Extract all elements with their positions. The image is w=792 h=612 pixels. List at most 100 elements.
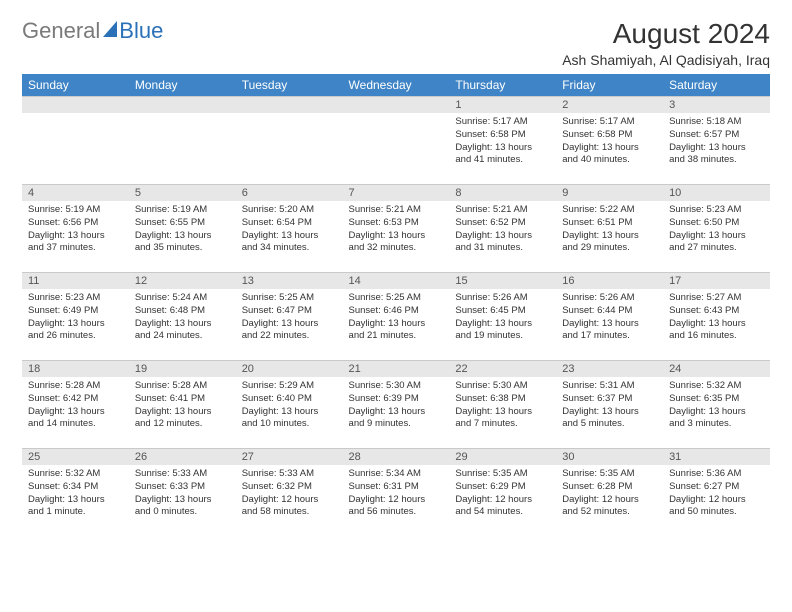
weekday-header: Monday — [129, 74, 236, 96]
calendar-cell: 24Sunrise: 5:32 AMSunset: 6:35 PMDayligh… — [663, 360, 770, 448]
calendar-week: 4Sunrise: 5:19 AMSunset: 6:56 PMDaylight… — [22, 184, 770, 272]
calendar-cell: 25Sunrise: 5:32 AMSunset: 6:34 PMDayligh… — [22, 448, 129, 536]
day-details: Sunrise: 5:30 AMSunset: 6:39 PMDaylight:… — [343, 377, 450, 435]
calendar-cell: 8Sunrise: 5:21 AMSunset: 6:52 PMDaylight… — [449, 184, 556, 272]
day-number: 1 — [449, 96, 556, 113]
day-number: 9 — [556, 184, 663, 201]
day-number: 12 — [129, 272, 236, 289]
calendar-cell: 4Sunrise: 5:19 AMSunset: 6:56 PMDaylight… — [22, 184, 129, 272]
calendar-cell: 11Sunrise: 5:23 AMSunset: 6:49 PMDayligh… — [22, 272, 129, 360]
day-number: 25 — [22, 448, 129, 465]
day-number: 20 — [236, 360, 343, 377]
logo: General Blue — [22, 18, 163, 44]
day-number: 22 — [449, 360, 556, 377]
day-details: Sunrise: 5:26 AMSunset: 6:44 PMDaylight:… — [556, 289, 663, 347]
calendar-cell: 28Sunrise: 5:34 AMSunset: 6:31 PMDayligh… — [343, 448, 450, 536]
calendar-cell: 2Sunrise: 5:17 AMSunset: 6:58 PMDaylight… — [556, 96, 663, 184]
month-title: August 2024 — [562, 18, 770, 50]
day-details: Sunrise: 5:31 AMSunset: 6:37 PMDaylight:… — [556, 377, 663, 435]
day-number: 19 — [129, 360, 236, 377]
day-details: Sunrise: 5:32 AMSunset: 6:34 PMDaylight:… — [22, 465, 129, 523]
calendar-cell: 23Sunrise: 5:31 AMSunset: 6:37 PMDayligh… — [556, 360, 663, 448]
day-details: Sunrise: 5:36 AMSunset: 6:27 PMDaylight:… — [663, 465, 770, 523]
calendar-cell: 21Sunrise: 5:30 AMSunset: 6:39 PMDayligh… — [343, 360, 450, 448]
day-details: Sunrise: 5:17 AMSunset: 6:58 PMDaylight:… — [449, 113, 556, 171]
day-number: 23 — [556, 360, 663, 377]
calendar-cell: 19Sunrise: 5:28 AMSunset: 6:41 PMDayligh… — [129, 360, 236, 448]
day-number: 16 — [556, 272, 663, 289]
day-details: Sunrise: 5:30 AMSunset: 6:38 PMDaylight:… — [449, 377, 556, 435]
calendar-cell: 27Sunrise: 5:33 AMSunset: 6:32 PMDayligh… — [236, 448, 343, 536]
day-number: 11 — [22, 272, 129, 289]
day-number: 2 — [556, 96, 663, 113]
day-number: 14 — [343, 272, 450, 289]
day-number: 17 — [663, 272, 770, 289]
logo-sail-icon — [103, 21, 117, 37]
day-details: Sunrise: 5:35 AMSunset: 6:29 PMDaylight:… — [449, 465, 556, 523]
day-details: Sunrise: 5:34 AMSunset: 6:31 PMDaylight:… — [343, 465, 450, 523]
day-number: 26 — [129, 448, 236, 465]
day-details: Sunrise: 5:28 AMSunset: 6:42 PMDaylight:… — [22, 377, 129, 435]
day-number: 13 — [236, 272, 343, 289]
location: Ash Shamiyah, Al Qadisiyah, Iraq — [562, 52, 770, 68]
day-number: 30 — [556, 448, 663, 465]
calendar-cell: 9Sunrise: 5:22 AMSunset: 6:51 PMDaylight… — [556, 184, 663, 272]
day-details: Sunrise: 5:26 AMSunset: 6:45 PMDaylight:… — [449, 289, 556, 347]
calendar-cell: 30Sunrise: 5:35 AMSunset: 6:28 PMDayligh… — [556, 448, 663, 536]
day-details: Sunrise: 5:28 AMSunset: 6:41 PMDaylight:… — [129, 377, 236, 435]
calendar-cell: 16Sunrise: 5:26 AMSunset: 6:44 PMDayligh… — [556, 272, 663, 360]
calendar-body: 1Sunrise: 5:17 AMSunset: 6:58 PMDaylight… — [22, 96, 770, 536]
day-number: 6 — [236, 184, 343, 201]
calendar-cell: 10Sunrise: 5:23 AMSunset: 6:50 PMDayligh… — [663, 184, 770, 272]
day-number: 18 — [22, 360, 129, 377]
day-details: Sunrise: 5:24 AMSunset: 6:48 PMDaylight:… — [129, 289, 236, 347]
day-details: Sunrise: 5:17 AMSunset: 6:58 PMDaylight:… — [556, 113, 663, 171]
calendar-cell: 12Sunrise: 5:24 AMSunset: 6:48 PMDayligh… — [129, 272, 236, 360]
day-number: 21 — [343, 360, 450, 377]
day-number — [22, 96, 129, 113]
day-number — [236, 96, 343, 113]
calendar-cell — [22, 96, 129, 184]
day-details: Sunrise: 5:19 AMSunset: 6:55 PMDaylight:… — [129, 201, 236, 259]
calendar-cell: 7Sunrise: 5:21 AMSunset: 6:53 PMDaylight… — [343, 184, 450, 272]
day-number: 5 — [129, 184, 236, 201]
day-details: Sunrise: 5:33 AMSunset: 6:32 PMDaylight:… — [236, 465, 343, 523]
day-details: Sunrise: 5:23 AMSunset: 6:50 PMDaylight:… — [663, 201, 770, 259]
calendar-table: SundayMondayTuesdayWednesdayThursdayFrid… — [22, 74, 770, 536]
calendar-week: 1Sunrise: 5:17 AMSunset: 6:58 PMDaylight… — [22, 96, 770, 184]
day-details — [343, 113, 450, 120]
calendar-cell: 6Sunrise: 5:20 AMSunset: 6:54 PMDaylight… — [236, 184, 343, 272]
calendar-head: SundayMondayTuesdayWednesdayThursdayFrid… — [22, 74, 770, 96]
calendar-week: 25Sunrise: 5:32 AMSunset: 6:34 PMDayligh… — [22, 448, 770, 536]
calendar-cell — [129, 96, 236, 184]
calendar-cell: 20Sunrise: 5:29 AMSunset: 6:40 PMDayligh… — [236, 360, 343, 448]
day-number: 7 — [343, 184, 450, 201]
day-number: 29 — [449, 448, 556, 465]
day-number: 31 — [663, 448, 770, 465]
day-number — [129, 96, 236, 113]
calendar-cell: 17Sunrise: 5:27 AMSunset: 6:43 PMDayligh… — [663, 272, 770, 360]
calendar-cell: 13Sunrise: 5:25 AMSunset: 6:47 PMDayligh… — [236, 272, 343, 360]
day-number: 28 — [343, 448, 450, 465]
day-details: Sunrise: 5:35 AMSunset: 6:28 PMDaylight:… — [556, 465, 663, 523]
calendar-cell: 1Sunrise: 5:17 AMSunset: 6:58 PMDaylight… — [449, 96, 556, 184]
day-number — [343, 96, 450, 113]
day-details — [129, 113, 236, 120]
weekday-header: Wednesday — [343, 74, 450, 96]
calendar-cell: 29Sunrise: 5:35 AMSunset: 6:29 PMDayligh… — [449, 448, 556, 536]
weekday-header: Tuesday — [236, 74, 343, 96]
day-details: Sunrise: 5:32 AMSunset: 6:35 PMDaylight:… — [663, 377, 770, 435]
day-details: Sunrise: 5:18 AMSunset: 6:57 PMDaylight:… — [663, 113, 770, 171]
weekday-header: Thursday — [449, 74, 556, 96]
calendar-cell: 26Sunrise: 5:33 AMSunset: 6:33 PMDayligh… — [129, 448, 236, 536]
calendar-week: 11Sunrise: 5:23 AMSunset: 6:49 PMDayligh… — [22, 272, 770, 360]
header: General Blue August 2024 Ash Shamiyah, A… — [22, 18, 770, 68]
weekday-header: Sunday — [22, 74, 129, 96]
day-details: Sunrise: 5:25 AMSunset: 6:47 PMDaylight:… — [236, 289, 343, 347]
day-number: 15 — [449, 272, 556, 289]
day-number: 4 — [22, 184, 129, 201]
calendar-cell: 14Sunrise: 5:25 AMSunset: 6:46 PMDayligh… — [343, 272, 450, 360]
weekday-header: Saturday — [663, 74, 770, 96]
day-details: Sunrise: 5:23 AMSunset: 6:49 PMDaylight:… — [22, 289, 129, 347]
weekday-header: Friday — [556, 74, 663, 96]
